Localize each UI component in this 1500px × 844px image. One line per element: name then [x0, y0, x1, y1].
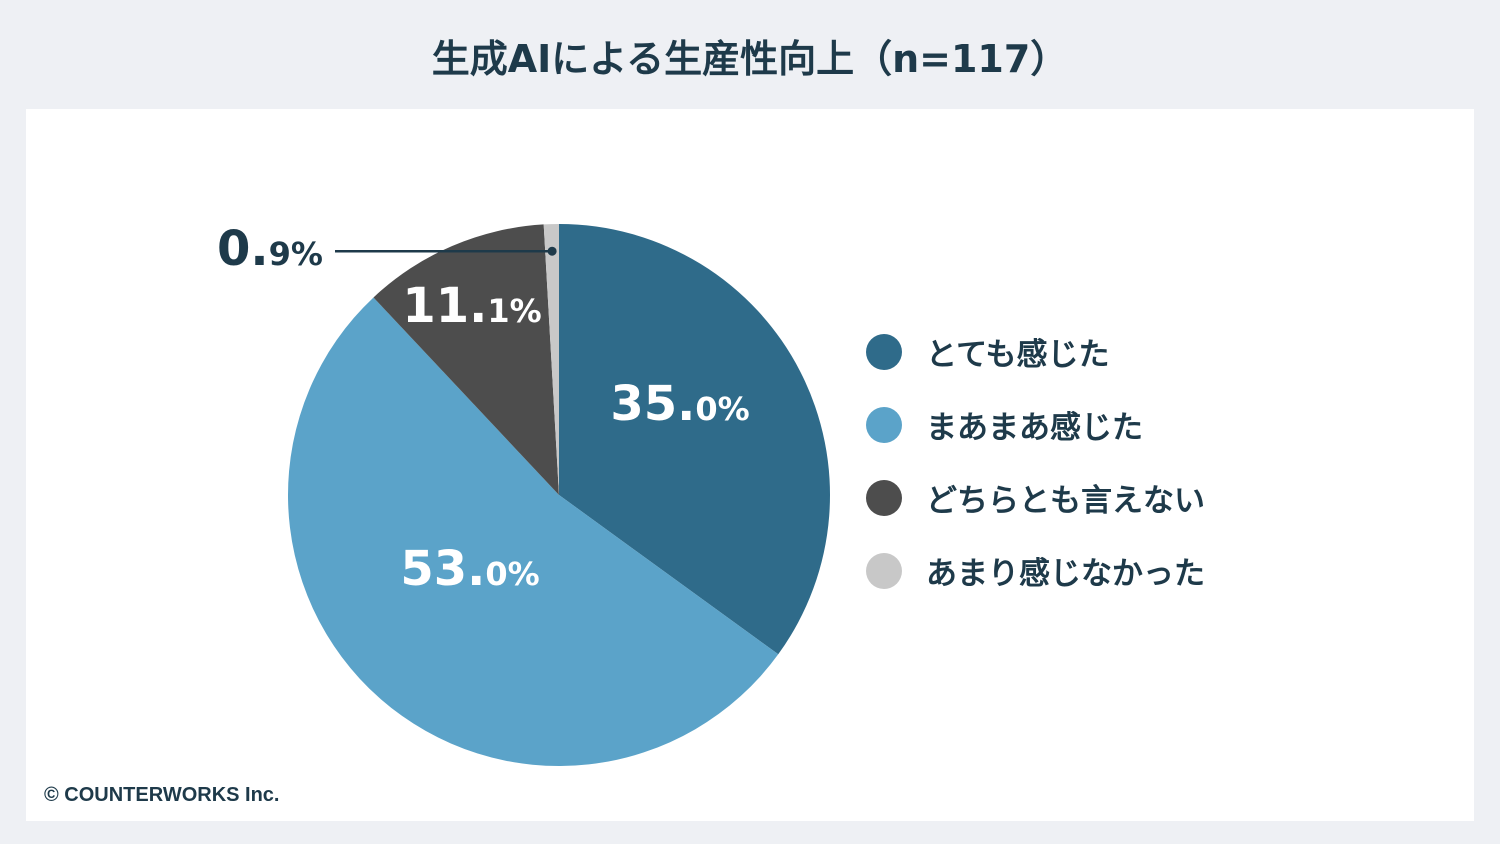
legend-swatch [866, 479, 902, 516]
pie-slice-4 [543, 224, 559, 495]
legend: とても感じた まあまあ感じたどちらとも言えない あまり感じなかった [866, 305, 1205, 617]
legend-item: どちらとも言えない [866, 451, 1205, 544]
legend-label: とても感じた [926, 337, 1110, 373]
copyright: © COUNTERWORKS Inc. [44, 784, 280, 806]
pie-slice-1 [559, 224, 830, 655]
data-label-3: 11.1% [402, 278, 541, 334]
pie-slice-3 [373, 224, 559, 496]
legend-swatch [866, 333, 902, 370]
legend-label: あまり感じなかった [926, 556, 1205, 592]
data-label-1: 35.0% [610, 376, 749, 432]
chart-title: 生成AIによる生産性向上（n=117） [431, 37, 1069, 81]
legend-label: まあまあ感じた [926, 410, 1143, 446]
legend-swatch [866, 552, 902, 589]
legend-label: どちらとも言えない [926, 483, 1205, 519]
pie-slice-2 [287, 297, 779, 767]
legend-item: とても感じた [866, 305, 1205, 398]
data-label-2: 53.0% [400, 541, 539, 597]
legend-item: まあまあ感じた [866, 378, 1205, 471]
legend-swatch [866, 406, 902, 443]
leader-dot [547, 246, 557, 256]
legend-item: あまり感じなかった [866, 524, 1205, 617]
data-label-4: 0.9% [217, 221, 323, 277]
